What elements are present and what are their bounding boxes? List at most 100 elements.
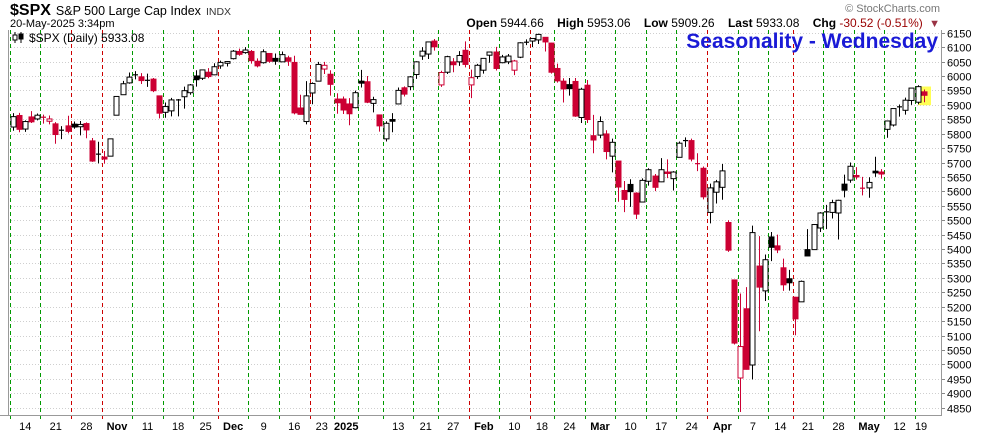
last-label: Last [727,16,753,30]
candle [334,98,341,104]
candle [22,121,29,130]
candle [133,74,138,76]
candle [107,138,114,157]
candle [376,114,383,127]
x-axis-label: Apr [713,421,733,433]
x-axis-label: 21 [50,421,62,433]
candle [811,224,818,251]
candle [700,167,707,198]
candle [41,116,46,118]
candle [352,92,359,109]
candle [346,103,353,115]
x-axis-label: 19 [915,421,927,433]
candle [645,169,652,182]
candle [480,57,487,71]
candle [413,61,420,76]
candle [866,181,873,189]
candle [297,107,304,115]
chart-datetime: 20-May-2025 3:34pm [10,18,115,30]
y-axis-label: 6050 [947,58,971,70]
x-axis-label: 10 [508,421,520,433]
chg-value: -30.52 (-0.51%) [839,16,923,30]
candle [407,76,414,88]
candle [10,116,17,128]
candle [529,37,536,42]
candle [260,51,267,64]
candle [774,245,781,251]
candle [16,114,23,130]
y-axis-label: 5700 [947,159,971,171]
candle [71,123,78,128]
y-axis-label: 4850 [947,404,971,416]
open-value: 5944.66 [500,16,544,30]
candle [193,75,200,81]
candle [468,77,475,86]
candle [474,64,481,78]
symbol-exchange: INDX [205,6,232,18]
candle [511,60,518,71]
candle [609,141,616,157]
symbol-ticker: $SPX [10,2,51,19]
y-axis-label: 5650 [947,173,971,185]
candle [211,66,218,76]
chg-down-triangle-icon: ▼ [929,18,940,30]
candle [902,99,909,111]
candle [89,140,96,162]
y-axis-label: 5750 [947,144,971,156]
y-axis-label: 5250 [947,288,971,300]
candle [181,90,188,98]
candle [444,56,451,73]
y-axis-label: 6100 [947,43,971,55]
stockcharts-copyright: © StockCharts.com [845,3,940,15]
x-axis-label: 16 [288,421,300,433]
candle [658,169,665,183]
candle [853,174,860,178]
candle [688,140,695,160]
candle [456,54,463,63]
candle [915,86,922,103]
y-axis-label: 5600 [947,187,971,199]
symbol-name: S&P 500 Large Cap Index [55,4,201,18]
chart-header: $SPX S&P 500 Large Cap Index INDX [10,2,980,19]
candle [120,83,127,96]
candle [908,87,915,101]
last-value: 5933.08 [755,16,800,30]
y-axis-label: 5100 [947,332,971,344]
x-axis-label: 7 [750,421,756,433]
candle [505,55,512,63]
high-label: High [557,16,584,30]
candle [28,116,35,123]
candle [291,61,298,114]
candle [419,50,426,57]
candle [145,79,150,81]
candle [652,175,659,188]
candle [431,40,438,48]
candle [248,50,255,62]
x-axis-label: 28 [80,421,92,433]
y-axis-label: 6000 [947,72,971,84]
candle [176,99,181,101]
x-axis-label: 21 [802,421,814,433]
x-axis-label: 24 [563,421,575,433]
x-axis-label: 18 [172,421,184,433]
candle [560,80,567,90]
x-axis-label: 24 [686,421,698,433]
chg-label: Chg [812,16,837,30]
candle [743,308,750,370]
plot-legend: $SPX (Daily) 5933.08 [12,31,144,45]
high-value: 5953.06 [587,16,631,30]
candle [266,52,273,62]
candle [493,51,500,69]
candle [829,202,836,213]
candle [358,80,365,84]
candle [584,84,591,121]
y-axis-label: 4900 [947,389,971,401]
y-axis-label: 5350 [947,259,971,271]
candle [65,125,72,132]
candle [205,71,212,78]
candle [835,199,842,214]
candle [242,49,249,54]
y-axis-label: 5850 [947,115,971,127]
